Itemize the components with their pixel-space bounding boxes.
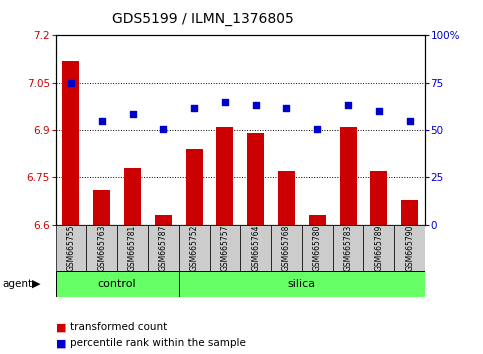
Point — [98, 118, 106, 124]
Text: GSM665752: GSM665752 — [190, 224, 199, 271]
Bar — [401, 200, 418, 225]
Bar — [340, 127, 356, 225]
Bar — [86, 225, 117, 271]
Bar — [155, 215, 172, 225]
Point — [67, 80, 75, 86]
Text: GSM665789: GSM665789 — [374, 224, 384, 271]
Text: GDS5199 / ILMN_1376805: GDS5199 / ILMN_1376805 — [112, 12, 294, 27]
Bar — [364, 225, 394, 271]
Point — [128, 112, 136, 117]
Bar — [62, 61, 79, 225]
Bar — [185, 149, 202, 225]
Bar — [247, 133, 264, 225]
Bar — [93, 190, 110, 225]
Bar — [271, 225, 302, 271]
Text: ■: ■ — [56, 322, 66, 332]
Bar — [117, 225, 148, 271]
Text: percentile rank within the sample: percentile rank within the sample — [70, 338, 246, 348]
Text: GSM665768: GSM665768 — [282, 224, 291, 271]
Point — [252, 102, 259, 108]
Point — [221, 99, 229, 104]
Bar — [278, 171, 295, 225]
Point — [375, 108, 383, 114]
Bar — [240, 225, 271, 271]
Point — [344, 102, 352, 108]
Point — [159, 126, 167, 131]
Bar — [56, 271, 179, 297]
Point — [190, 105, 198, 111]
Text: GSM665780: GSM665780 — [313, 224, 322, 271]
Bar — [216, 127, 233, 225]
Text: control: control — [98, 279, 136, 289]
Text: GSM665790: GSM665790 — [405, 224, 414, 271]
Text: agent: agent — [2, 279, 32, 289]
Text: GSM665763: GSM665763 — [97, 224, 106, 271]
Text: silica: silica — [288, 279, 316, 289]
Bar — [179, 225, 210, 271]
Bar — [302, 225, 333, 271]
Bar — [333, 225, 364, 271]
Text: GSM665764: GSM665764 — [251, 224, 260, 271]
Bar — [148, 225, 179, 271]
Text: GSM665783: GSM665783 — [343, 224, 353, 271]
Text: ▶: ▶ — [32, 279, 41, 289]
Text: GSM665757: GSM665757 — [220, 224, 229, 271]
Point — [313, 126, 321, 131]
Text: GSM665755: GSM665755 — [67, 224, 75, 271]
Bar — [56, 225, 86, 271]
Bar — [394, 225, 425, 271]
Text: GSM665787: GSM665787 — [159, 224, 168, 271]
Bar — [309, 215, 326, 225]
Text: GSM665781: GSM665781 — [128, 225, 137, 271]
Bar — [370, 171, 387, 225]
Point — [283, 105, 290, 111]
Bar — [179, 271, 425, 297]
Text: transformed count: transformed count — [70, 322, 167, 332]
Text: ■: ■ — [56, 338, 66, 348]
Bar — [124, 168, 141, 225]
Bar — [210, 225, 240, 271]
Point — [406, 118, 413, 124]
